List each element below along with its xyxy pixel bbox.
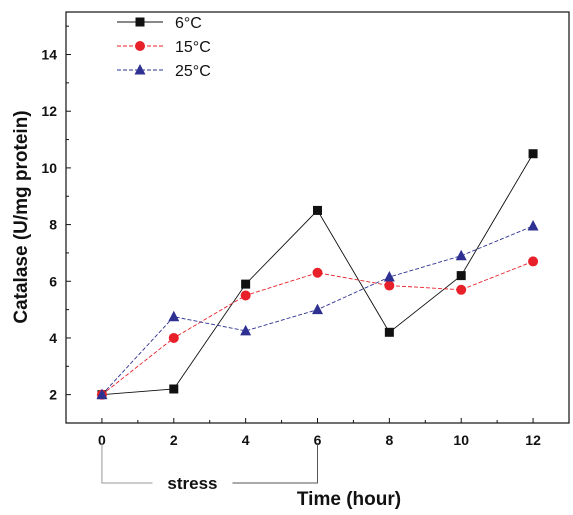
- x-tick-label: 8: [385, 432, 393, 448]
- data-point: [527, 220, 539, 231]
- stress-bracket-left: [101, 443, 153, 484]
- legend-item: 25°C: [117, 63, 211, 80]
- data-point: [455, 249, 467, 261]
- y-axis-title: Catalase (U/mg protein): [11, 110, 32, 323]
- x-tick-label: 12: [525, 432, 541, 448]
- y-tick-label: 8: [49, 217, 57, 233]
- stress-label: stress: [167, 474, 217, 493]
- data-point: [312, 267, 323, 278]
- legend: 6°C 15°C 25°C: [117, 15, 211, 80]
- data-point: [240, 324, 252, 336]
- legend-label: 6°C: [175, 15, 202, 32]
- x-tick-label: 6: [314, 432, 322, 448]
- y-tick-label: 4: [49, 330, 57, 346]
- x-axis-title: Time (hour): [297, 489, 401, 510]
- data-point: [312, 303, 323, 315]
- data-point: [383, 271, 395, 282]
- stress-annotation: stress: [101, 443, 318, 493]
- x-tick-label: 0: [98, 432, 106, 448]
- y-tick-label: 6: [49, 273, 57, 289]
- y-tick-label: 10: [41, 160, 57, 176]
- series-3: [96, 220, 539, 400]
- y-tick-label: 14: [41, 47, 57, 63]
- y-axis-ticks: 2 4 6 8 10 12 14: [41, 25, 71, 424]
- data-point: [528, 256, 539, 267]
- legend-label: 15°C: [175, 39, 211, 56]
- x-tick-label: 2: [170, 432, 178, 448]
- data-point: [384, 280, 395, 291]
- legend-label: 25°C: [175, 63, 211, 80]
- x-axis-ticks: 0 2 4 6 8 10 12: [65, 418, 570, 448]
- data-point: [241, 279, 251, 289]
- y-tick-label: 12: [41, 103, 57, 119]
- data-point: [456, 271, 466, 281]
- stress-bracket-right: [232, 443, 318, 484]
- data-point: [169, 384, 179, 394]
- data-point: [96, 388, 108, 400]
- legend-item: 6°C: [117, 15, 202, 32]
- x-tick-label: 10: [453, 432, 469, 448]
- series-line: [101, 261, 534, 396]
- data-point: [384, 327, 394, 337]
- x-tick-label: 4: [242, 432, 250, 448]
- data-point: [168, 310, 180, 322]
- data-point: [313, 205, 322, 215]
- y-tick-label: 2: [49, 387, 57, 403]
- legend-marker: [134, 64, 146, 75]
- legend-item: 15°C: [117, 39, 211, 56]
- data-point: [528, 149, 538, 159]
- legend-marker: [135, 17, 145, 27]
- legend-marker: [135, 41, 145, 51]
- data-point: [168, 332, 179, 343]
- data-point: [456, 284, 467, 295]
- data-point: [240, 290, 251, 301]
- series-layer: [96, 149, 539, 400]
